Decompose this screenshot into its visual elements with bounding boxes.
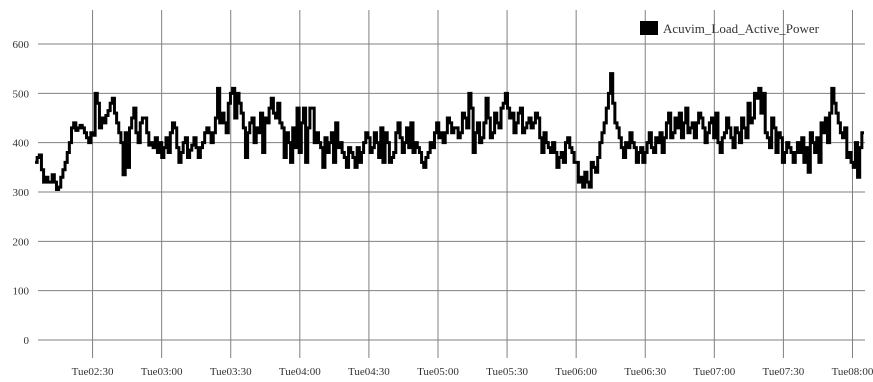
- x-tick-label: Tue03:30: [210, 366, 252, 378]
- y-tick-label: 100: [13, 286, 30, 298]
- y-axis-tick-labels: 0 100 200 300 400 500 600: [13, 39, 30, 347]
- x-tick-label: Tue06:30: [624, 366, 666, 378]
- y-gridlines: [38, 43, 865, 341]
- x-tick-label: Tue05:00: [417, 366, 459, 378]
- legend-swatch: [640, 21, 658, 35]
- y-tick-label: 0: [24, 335, 30, 347]
- y-tick-label: 500: [13, 88, 30, 100]
- x-axis-tick-labels: Tue02:30 Tue03:00 Tue03:30 Tue04:00 Tue04:30…: [72, 366, 873, 378]
- series-line-acuvim-load-active-power: [35, 72, 864, 192]
- x-tick-label: Tue05:30: [486, 366, 528, 378]
- y-tick-label: 400: [13, 138, 30, 150]
- x-tick-label: Tue03:00: [141, 366, 183, 378]
- x-tick-label: Tue08:00: [832, 366, 873, 378]
- x-tick-label: Tue07:30: [763, 366, 805, 378]
- y-tick-label: 600: [13, 39, 30, 51]
- x-tick-label: Tue07:00: [693, 366, 735, 378]
- x-tick-label: Tue06:00: [555, 366, 597, 378]
- x-gridlines: [92, 10, 853, 358]
- x-tick-label: Tue02:30: [72, 366, 114, 378]
- legend-label: Acuvim_Load_Active_Power: [663, 21, 820, 36]
- legend: Acuvim_Load_Active_Power: [640, 21, 820, 36]
- x-tick-label: Tue04:30: [348, 366, 390, 378]
- x-tick-label: Tue04:00: [279, 366, 321, 378]
- y-tick-label: 300: [13, 187, 30, 199]
- y-tick-label: 200: [13, 236, 30, 248]
